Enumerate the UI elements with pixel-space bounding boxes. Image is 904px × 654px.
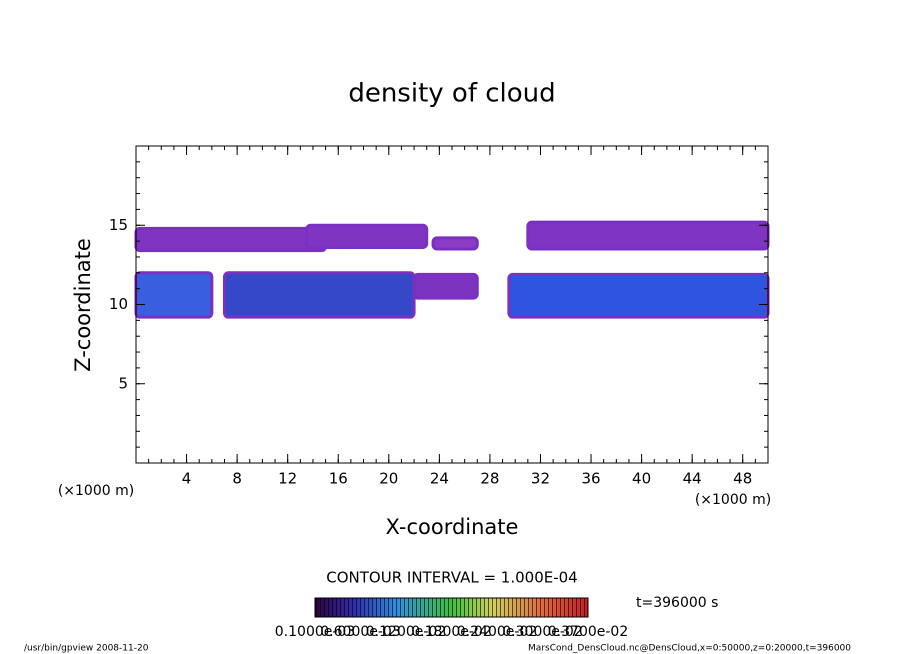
colorbar-label: 0.2400e-02 [457, 624, 537, 640]
x-tick-label: 12 [278, 470, 297, 488]
cloud-region [222, 271, 416, 319]
x-tick-label: 44 [683, 470, 702, 488]
footer-right: MarsCond_DensCloud.nc@DensCloud,x=0:5000… [528, 644, 851, 654]
time-label: t=396000 s [636, 595, 718, 611]
y-tick-label: 5 [118, 374, 128, 392]
colorbar-label: 0.1000e-03 [275, 624, 355, 640]
y-axis-label: Z-coordinate [71, 238, 95, 372]
cloud-region [134, 271, 214, 319]
y-tick-label: 15 [109, 216, 128, 234]
x-tick-label: 4 [182, 470, 192, 488]
colorbar-label: 0.3000e-02 [502, 624, 582, 640]
colorbar-label: 0.3700e-02 [548, 624, 628, 640]
cloud-region [134, 226, 328, 253]
contour-interval: CONTOUR INTERVAL = 1.000E-04 [326, 569, 577, 587]
cloud-region [412, 272, 479, 300]
x-tick-label: 36 [581, 470, 600, 488]
colorbar-levels [315, 598, 588, 617]
cloud-region [507, 272, 770, 319]
colorbar-label: 0.6000e-03 [320, 624, 400, 640]
x-tick-label: 32 [531, 470, 550, 488]
colorbar-frame [314, 597, 589, 618]
cloud-region [431, 236, 479, 251]
x-tick-label: 20 [379, 470, 398, 488]
x-tick-label: 8 [232, 470, 242, 488]
x-tick-label: 40 [632, 470, 651, 488]
x-axis-label: X-coordinate [386, 515, 519, 539]
colorbar-label: 0.1800e-02 [411, 624, 491, 640]
cloud-region [526, 220, 770, 251]
footer-left: /usr/bin/gpview 2008-11-20 [24, 644, 149, 654]
colorbar-label: 0.1200e-02 [366, 624, 446, 640]
x-tick-label: 28 [480, 470, 499, 488]
cloud-region [305, 223, 429, 249]
chart-title: density of cloud [348, 79, 555, 109]
x-tick-label: 24 [430, 470, 449, 488]
y-tick-label: 10 [109, 295, 128, 313]
x-tick-label: 48 [733, 470, 752, 488]
y-unit: (×1000 m) [58, 483, 134, 499]
x-tick-label: 16 [329, 470, 348, 488]
x-unit: (×1000 m) [695, 492, 771, 508]
